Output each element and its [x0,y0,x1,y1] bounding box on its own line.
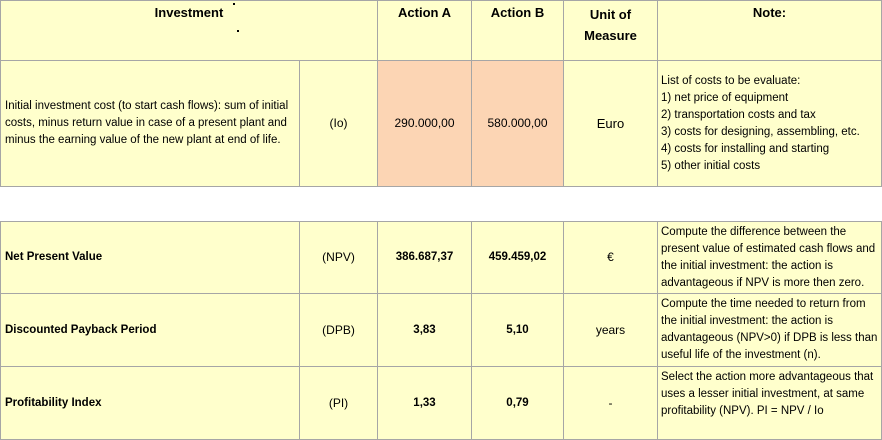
initial-cost-action-a[interactable]: 290.000,00 [378,61,472,187]
header-note[interactable]: Note: [658,0,882,61]
pi-label-text: Profitability Index [5,396,102,409]
initial-cost-unit[interactable]: Euro [564,61,658,187]
pi-note[interactable]: Select the action more advantageous that… [658,367,882,440]
initial-cost-symbol-text: (Io) [329,116,348,130]
note-list-title: List of costs to be evaluate: [661,74,801,87]
note-list-item: 4) costs for installing and starting [661,142,830,155]
pi-action-b[interactable]: 0,79 [472,367,564,440]
dpb-action-b-value: 5,10 [506,323,529,336]
dpb-label-text: Discounted Payback Period [5,323,157,336]
dpb-action-b[interactable]: 5,10 [472,294,564,367]
dpb-symbol[interactable]: (DPB) [300,294,378,367]
pi-unit-text: - [608,395,613,410]
npv-action-b-value: 459.459,02 [488,251,547,263]
note-list-item: 5) other initial costs [661,159,761,172]
dpb-note[interactable]: Compute the time needed to return from t… [658,294,882,367]
dpb-symbol-text: (DPB) [322,322,355,337]
pi-note-text: Select the action more advantageous that… [661,371,874,417]
initial-cost-description[interactable]: Initial investment cost (to start cash f… [0,61,300,187]
initial-cost-unit-text: Euro [596,116,625,131]
note-list-item: 2) transportation costs and tax [661,108,816,121]
note-list-item: 1) net price of equipment [661,91,789,104]
header-unit[interactable]: Unit of Measure [564,0,658,61]
npv-unit-text: € [607,250,614,264]
dpb-action-a-value: 3,83 [413,323,436,336]
npv-symbol[interactable]: (NPV) [300,221,378,294]
header-action-b-label: Action B [490,5,545,20]
npv-unit[interactable]: € [564,221,658,294]
dpb-label[interactable]: Discounted Payback Period [0,294,300,367]
npv-action-a-value: 386.687,37 [395,251,454,263]
npv-label[interactable]: Net Present Value [0,221,300,294]
header-action-a[interactable]: Action A [378,0,472,61]
dpb-unit[interactable]: years [564,294,658,367]
header-action-a-label: Action A [398,5,451,20]
dpb-action-a[interactable]: 3,83 [378,294,472,367]
dpb-unit-text: years [595,322,626,337]
initial-cost-action-a-value: 290.000,00 [394,116,455,130]
initial-cost-action-b-value: 580.000,00 [487,116,548,130]
npv-action-a[interactable]: 386.687,37 [378,221,472,294]
pi-symbol[interactable]: (PI) [300,367,378,440]
npv-label-text: Net Present Value [5,251,103,263]
initial-cost-action-b[interactable]: 580.000,00 [472,61,564,187]
pi-action-b-value: 0,79 [506,396,529,409]
initial-cost-note[interactable]: List of costs to be evaluate: 1) net pri… [658,61,882,187]
header-action-b[interactable]: Action B [472,0,564,61]
stray-dot-mark [233,3,235,5]
pi-label[interactable]: Profitability Index [0,367,300,440]
note-list-item: 3) costs for designing, assembling, etc. [661,125,860,138]
pi-unit[interactable]: - [564,367,658,440]
npv-note[interactable]: Compute the difference between the prese… [658,221,882,294]
dpb-note-text: Compute the time needed to return from t… [661,298,878,361]
header-unit-label: Unit of Measure [584,7,637,43]
pi-action-a[interactable]: 1,33 [378,367,472,440]
header-investment-label: Investment [154,5,224,20]
stray-dot-mark [237,30,239,32]
initial-cost-description-text: Initial investment cost (to start cash f… [5,100,289,146]
pi-symbol-text: (PI) [328,395,349,410]
npv-action-b[interactable]: 459.459,02 [472,221,564,294]
header-investment[interactable]: Investment [0,0,378,61]
npv-symbol-text: (NPV) [322,250,355,264]
initial-cost-symbol[interactable]: (Io) [300,61,378,187]
pi-action-a-value: 1,33 [413,396,436,409]
npv-note-text: Compute the difference between the prese… [661,226,876,289]
header-note-label: Note: [752,5,787,20]
